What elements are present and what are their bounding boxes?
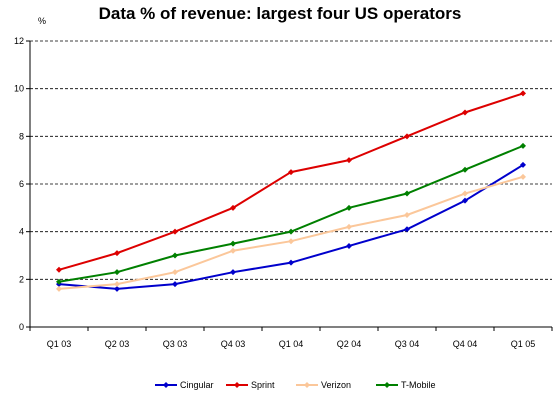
- x-tick-label: Q4 03: [221, 339, 246, 349]
- y-tick-label: 6: [19, 179, 24, 189]
- data-point: [288, 228, 294, 235]
- y-axis-unit-label: %: [38, 16, 46, 26]
- legend-marker: [304, 382, 310, 388]
- x-tick-labels: Q1 03 Q2 03 Q3 03 Q4 03 Q1 04 Q2 04 Q3 04 Q4 04…: [47, 339, 536, 349]
- legend-marker: [234, 382, 240, 388]
- y-tick-label: 4: [19, 227, 24, 237]
- legend-item: Sprint: [226, 380, 275, 390]
- data-point: [404, 190, 410, 197]
- legend: Cingular Sprint Verizon T-Mobile: [155, 380, 436, 390]
- data-point: [172, 269, 178, 276]
- data-point: [462, 197, 468, 204]
- legend-item: T-Mobile: [376, 380, 436, 390]
- data-point: [288, 169, 294, 176]
- data-point: [462, 190, 468, 197]
- legend-marker: [384, 382, 390, 388]
- data-point: [114, 285, 120, 292]
- data-point: [520, 173, 526, 180]
- data-point: [230, 247, 236, 254]
- legend-item: Verizon: [296, 380, 351, 390]
- legend-label: Cingular: [180, 380, 214, 390]
- data-point: [346, 223, 352, 230]
- data-point: [114, 281, 120, 288]
- x-tick-label: Q2 03: [105, 339, 130, 349]
- data-point: [520, 142, 526, 149]
- y-tick-labels: 0 2 4 6 8 10 12: [14, 36, 24, 332]
- data-point: [404, 211, 410, 218]
- series-lines: [56, 90, 526, 292]
- data-point: [56, 278, 62, 285]
- series-line: [58, 164, 524, 290]
- y-tick-label: 10: [14, 84, 24, 94]
- data-point: [56, 266, 62, 273]
- data-point: [346, 242, 352, 249]
- legend-label: Verizon: [321, 380, 351, 390]
- data-point: [346, 157, 352, 164]
- data-point: [404, 133, 410, 140]
- series-cingular: [56, 161, 526, 292]
- data-point: [172, 281, 178, 288]
- data-point: [520, 90, 526, 97]
- y-tick-label: 0: [19, 322, 24, 332]
- x-tick-label: Q2 04: [337, 339, 362, 349]
- data-point: [520, 161, 526, 168]
- x-tick-label: Q1 04: [279, 339, 304, 349]
- y-tick-label: 2: [19, 274, 24, 284]
- data-point: [114, 269, 120, 276]
- data-point: [288, 238, 294, 245]
- x-tick-label: Q4 04: [453, 339, 478, 349]
- data-point: [114, 250, 120, 257]
- series-verizon: [56, 173, 526, 292]
- data-point: [56, 285, 62, 292]
- y-tick-label: 12: [14, 36, 24, 46]
- data-point: [230, 240, 236, 247]
- x-tick-label: Q3 03: [163, 339, 188, 349]
- y-tick-label: 8: [19, 131, 24, 141]
- data-point: [230, 204, 236, 211]
- data-point: [462, 109, 468, 116]
- legend-label: T-Mobile: [401, 380, 436, 390]
- data-point: [288, 259, 294, 266]
- data-point: [172, 252, 178, 259]
- chart-title: Data % of revenue: largest four US opera…: [98, 4, 462, 23]
- axes: [26, 40, 553, 331]
- legend-label: Sprint: [251, 380, 275, 390]
- legend-item: Cingular: [155, 380, 214, 390]
- series-t-mobile: [56, 142, 526, 285]
- data-point: [230, 269, 236, 276]
- data-point: [462, 166, 468, 173]
- x-tick-label: Q1 05: [511, 339, 536, 349]
- x-tick-label: Q1 03: [47, 339, 72, 349]
- x-tick-label: Q3 04: [395, 339, 420, 349]
- legend-marker: [163, 382, 169, 388]
- series-sprint: [56, 90, 526, 273]
- data-point: [172, 228, 178, 235]
- data-point: [404, 226, 410, 233]
- data-point: [346, 204, 352, 211]
